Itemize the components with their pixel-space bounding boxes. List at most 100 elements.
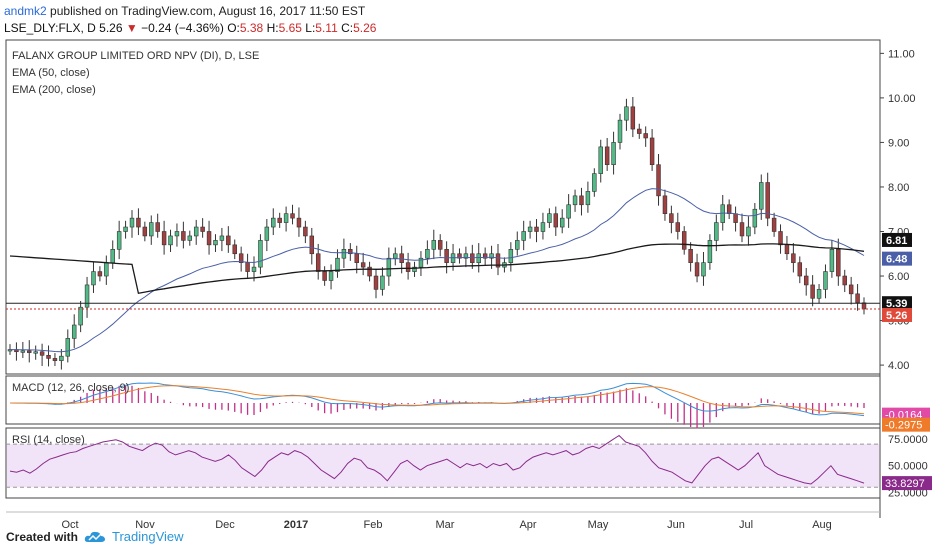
high-value: 5.65 [278,21,302,35]
candle-body [425,249,430,259]
time-tick-label: Nov [135,519,155,531]
candle-body [579,195,584,206]
time-tick-label: Aug [812,519,832,531]
price-axis-badge-text: 5.26 [886,310,907,322]
candle-body [771,217,777,232]
candle-body [65,338,71,357]
candle-body [168,235,173,246]
candle-body [251,266,257,272]
candle-body [174,231,180,237]
candle-body [540,222,546,232]
candle-body [335,257,340,272]
candle-body [649,137,655,165]
candle-body [803,275,809,286]
candle-body [27,350,32,353]
time-tick-label: Mar [436,519,455,531]
candle-body [309,235,315,255]
candle-body [341,249,347,259]
candle-body [46,354,51,359]
candle-body [91,271,96,286]
candle-body [842,275,847,286]
candle-body [765,182,770,219]
candle-body [714,222,719,241]
candle-body [136,217,141,228]
candle-body [816,289,822,299]
candle-body [656,164,661,197]
candle-body [752,208,758,228]
candle-body [360,262,366,268]
publish-line: andmk2 published on TradingView.com, Aug… [4,4,365,18]
candle-body [559,217,565,228]
symbol-label: LSE_DLY:FLX, D [4,21,96,35]
ohlc-line: LSE_DLY:FLX, D 5.26 ▼ −0.24 (−4.36%) O:5… [4,21,376,35]
candle-body [193,226,199,237]
down-arrow-icon: ▼ [125,21,138,35]
candle-body [405,262,411,272]
candle-body [675,222,681,232]
open-label: O: [227,21,240,35]
ema50-legend: EMA (50, close) [12,67,90,79]
low-label: L: [305,21,316,35]
candle-body [437,240,443,250]
candle-body [271,217,276,228]
candle-body [746,226,751,237]
time-tick-label: Oct [61,519,78,531]
candle-body [701,262,706,277]
candle-body [149,222,154,237]
candle-body [142,226,148,237]
candle-body [367,266,372,277]
candle-body [508,249,514,263]
rsi-badge-text: 33.8297 [885,478,925,490]
price-axis-badge [882,232,912,247]
candle-body [52,358,58,361]
candle-body [733,213,738,223]
candle-body [59,355,64,361]
candle-body [604,146,610,165]
price-axis-badge [882,307,912,322]
low-value: 5.11 [315,21,338,35]
tradingview-brand[interactable]: TradingView [112,529,184,544]
candle-body [431,240,437,250]
candle-body [232,244,237,255]
candle-body [823,271,828,290]
candle-body [810,284,815,299]
candle-body [463,253,469,259]
time-tick-label: Feb [364,519,383,531]
candle-body [354,253,359,263]
candle-body [39,351,45,356]
candle-body [116,231,122,250]
close-label: C: [341,21,354,35]
candle-body [296,217,302,228]
candle-body [181,231,186,241]
price-tick-label: 11.00 [888,48,915,60]
footer: Created with TradingView [6,529,184,544]
candle-body [791,253,796,263]
candle-body [104,262,109,277]
author-link[interactable]: andmk2 [4,4,47,18]
candle-body [386,257,392,277]
candle-body [373,275,379,290]
tradingview-cloud-icon [84,531,106,542]
candle-body [78,306,83,326]
candle-body [380,275,385,290]
candle-body [226,235,231,246]
rsi-legend: RSI (14, close) [12,434,85,446]
candle-body [444,249,449,263]
macd-line [9,382,865,417]
time-tick-label: Jul [739,519,753,531]
candle-body [598,146,603,174]
price-axis-badge [882,296,912,311]
ema200-legend: EMA (200, close) [12,84,96,96]
price-tick-label: 6.00 [888,271,909,283]
candle-body [585,191,591,206]
candle-body [527,226,533,232]
rsi-tick-label: 25.0000 [888,488,928,500]
candle-body [694,262,700,277]
time-tick-label: Jun [667,519,685,531]
candle-body [110,249,115,263]
candle-body [219,235,225,241]
time-tick-label: Dec [215,519,235,531]
price-axis-badge-text: 6.81 [886,235,907,247]
price-tick-label: 4.00 [888,360,909,372]
candle-body [399,253,404,263]
